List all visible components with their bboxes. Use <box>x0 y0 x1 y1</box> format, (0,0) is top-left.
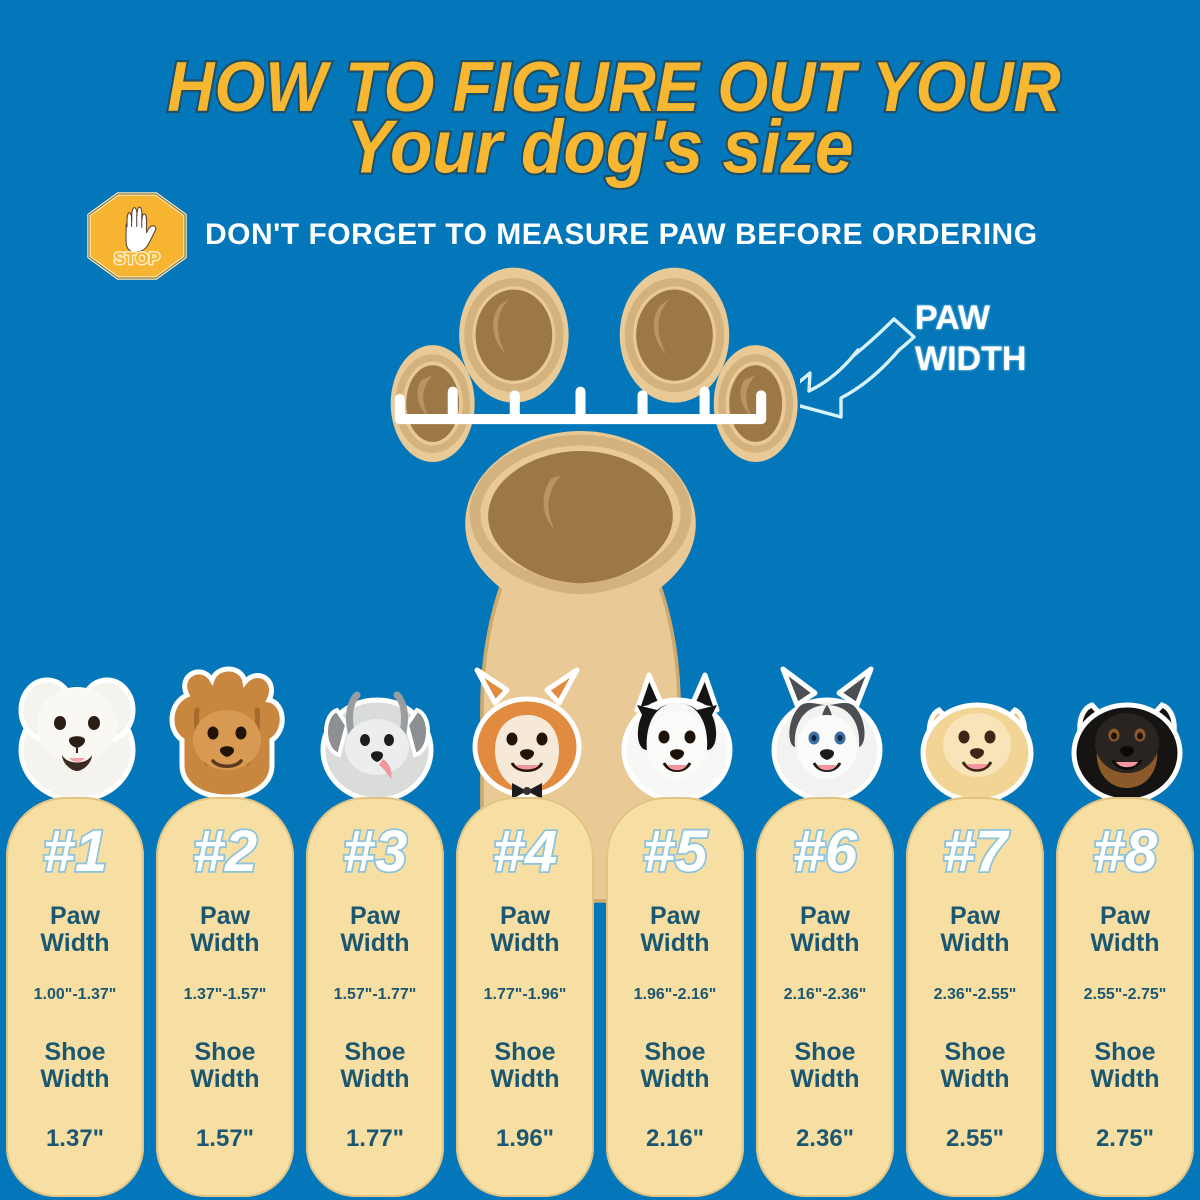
svg-text:STOP: STOP <box>114 249 160 268</box>
